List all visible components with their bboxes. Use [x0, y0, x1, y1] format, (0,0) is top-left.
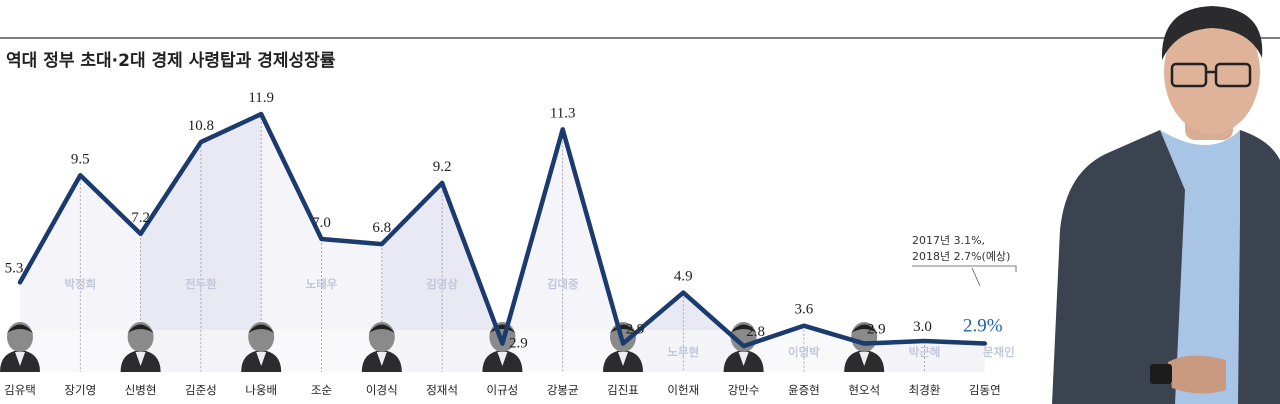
era-label-8: 문재인 [983, 345, 1015, 359]
value-label-14: 2.9 [867, 322, 886, 338]
value-label-13: 3.6 [795, 302, 814, 318]
portrait-2 [120, 322, 161, 372]
era-band-3 [381, 182, 503, 372]
minister-name-10: 김진표 [607, 383, 639, 397]
minister-name-0: 김유택 [4, 383, 36, 397]
value-labels: 5.3 9.5 7.2 10.8 11.9 7.0 6.8 9.2 2.9 11.3 2.9 4.9 2… [5, 90, 1003, 352]
minister-name-13: 윤증현 [788, 383, 820, 397]
value-label-1: 9.5 [71, 151, 90, 167]
value-label-8: 2.9 [509, 336, 528, 352]
value-label-10: 2.9 [626, 322, 645, 338]
series-line [17, 111, 988, 349]
minister-name-16: 김동연 [969, 383, 1001, 397]
value-label-0: 5.3 [5, 260, 24, 276]
photo-hair [1161, 6, 1263, 60]
minister-name-11: 이헌재 [667, 383, 699, 397]
value-label-11: 4.9 [674, 269, 693, 285]
minister-name-8: 이규성 [487, 383, 519, 397]
annotation-leader [912, 265, 1017, 272]
minister-name-15: 최경환 [909, 383, 941, 397]
value-label-12: 2.8 [746, 324, 765, 340]
value-label-9: 11.3 [550, 105, 576, 121]
minister-name-6: 이경식 [366, 383, 398, 397]
minister-name-12: 강만수 [728, 383, 760, 397]
value-label-7: 9.2 [433, 159, 452, 175]
value-label-6: 6.8 [372, 220, 391, 236]
annotation-line-1: 2017년 3.1%, [912, 234, 985, 247]
minister-name-3: 김준성 [185, 383, 217, 397]
era-label-4: 김대중 [547, 277, 579, 291]
photo-watch [1150, 364, 1172, 384]
era-label-7: 박근혜 [909, 345, 941, 359]
photo-shirt [1160, 130, 1240, 404]
value-label-2: 7.2 [131, 210, 150, 226]
era-label-2: 노태우 [306, 277, 338, 291]
photo-glasses-left [1170, 62, 1208, 88]
era-label-6: 이명박 [788, 345, 820, 359]
portraits [0, 322, 885, 372]
value-label-5: 7.0 [312, 215, 331, 231]
minister-photo [1052, 6, 1280, 404]
annotation-pointer [971, 267, 981, 287]
annotation-line-2: 2018년 2.7%(예상) [912, 250, 1010, 263]
minister-name-5: 조순 [311, 383, 332, 397]
portrait-4 [241, 322, 282, 372]
portrait-12 [723, 322, 764, 372]
era-label-0: 박정희 [64, 277, 96, 291]
era-label-5: 노무현 [667, 345, 699, 359]
minister-name-2: 신병현 [125, 383, 157, 397]
photo-hand [1168, 355, 1226, 394]
minister-name-14: 현오석 [848, 383, 880, 397]
value-label-15: 3.0 [913, 319, 932, 335]
era-label-1: 전두환 [185, 277, 217, 291]
portrait-0 [0, 322, 40, 372]
minister-names: 김유택 장기영 신병현 김준성 나웅배 조순 이경식 정재석 이규성 강봉균 김진표 이헌재 강만수 윤증… [4, 383, 1001, 397]
forecast-annotation: 2017년 3.1%, 2018년 2.7%(예상) [912, 234, 1017, 287]
era-band-7 [864, 341, 985, 372]
minister-name-4: 나웅배 [245, 383, 277, 397]
value-label-3: 10.8 [188, 118, 214, 134]
era-label-3: 김영삼 [426, 277, 458, 291]
chart-title: 역대 정부 초대·2대 경제 사령탑과 경제성장률 [6, 50, 336, 71]
minister-name-1: 장기영 [64, 383, 96, 397]
photo-glasses-right [1214, 62, 1252, 88]
value-label-16: 2.9% [963, 316, 1003, 337]
photo-suit [1052, 130, 1280, 404]
minister-name-9: 강봉균 [547, 383, 579, 397]
minister-name-7: 정재석 [426, 383, 458, 397]
value-label-4: 11.9 [248, 90, 274, 106]
portrait-10 [603, 322, 643, 372]
era-band-0 [20, 175, 141, 372]
era-band-5 [623, 292, 744, 372]
portrait-6 [361, 322, 402, 372]
